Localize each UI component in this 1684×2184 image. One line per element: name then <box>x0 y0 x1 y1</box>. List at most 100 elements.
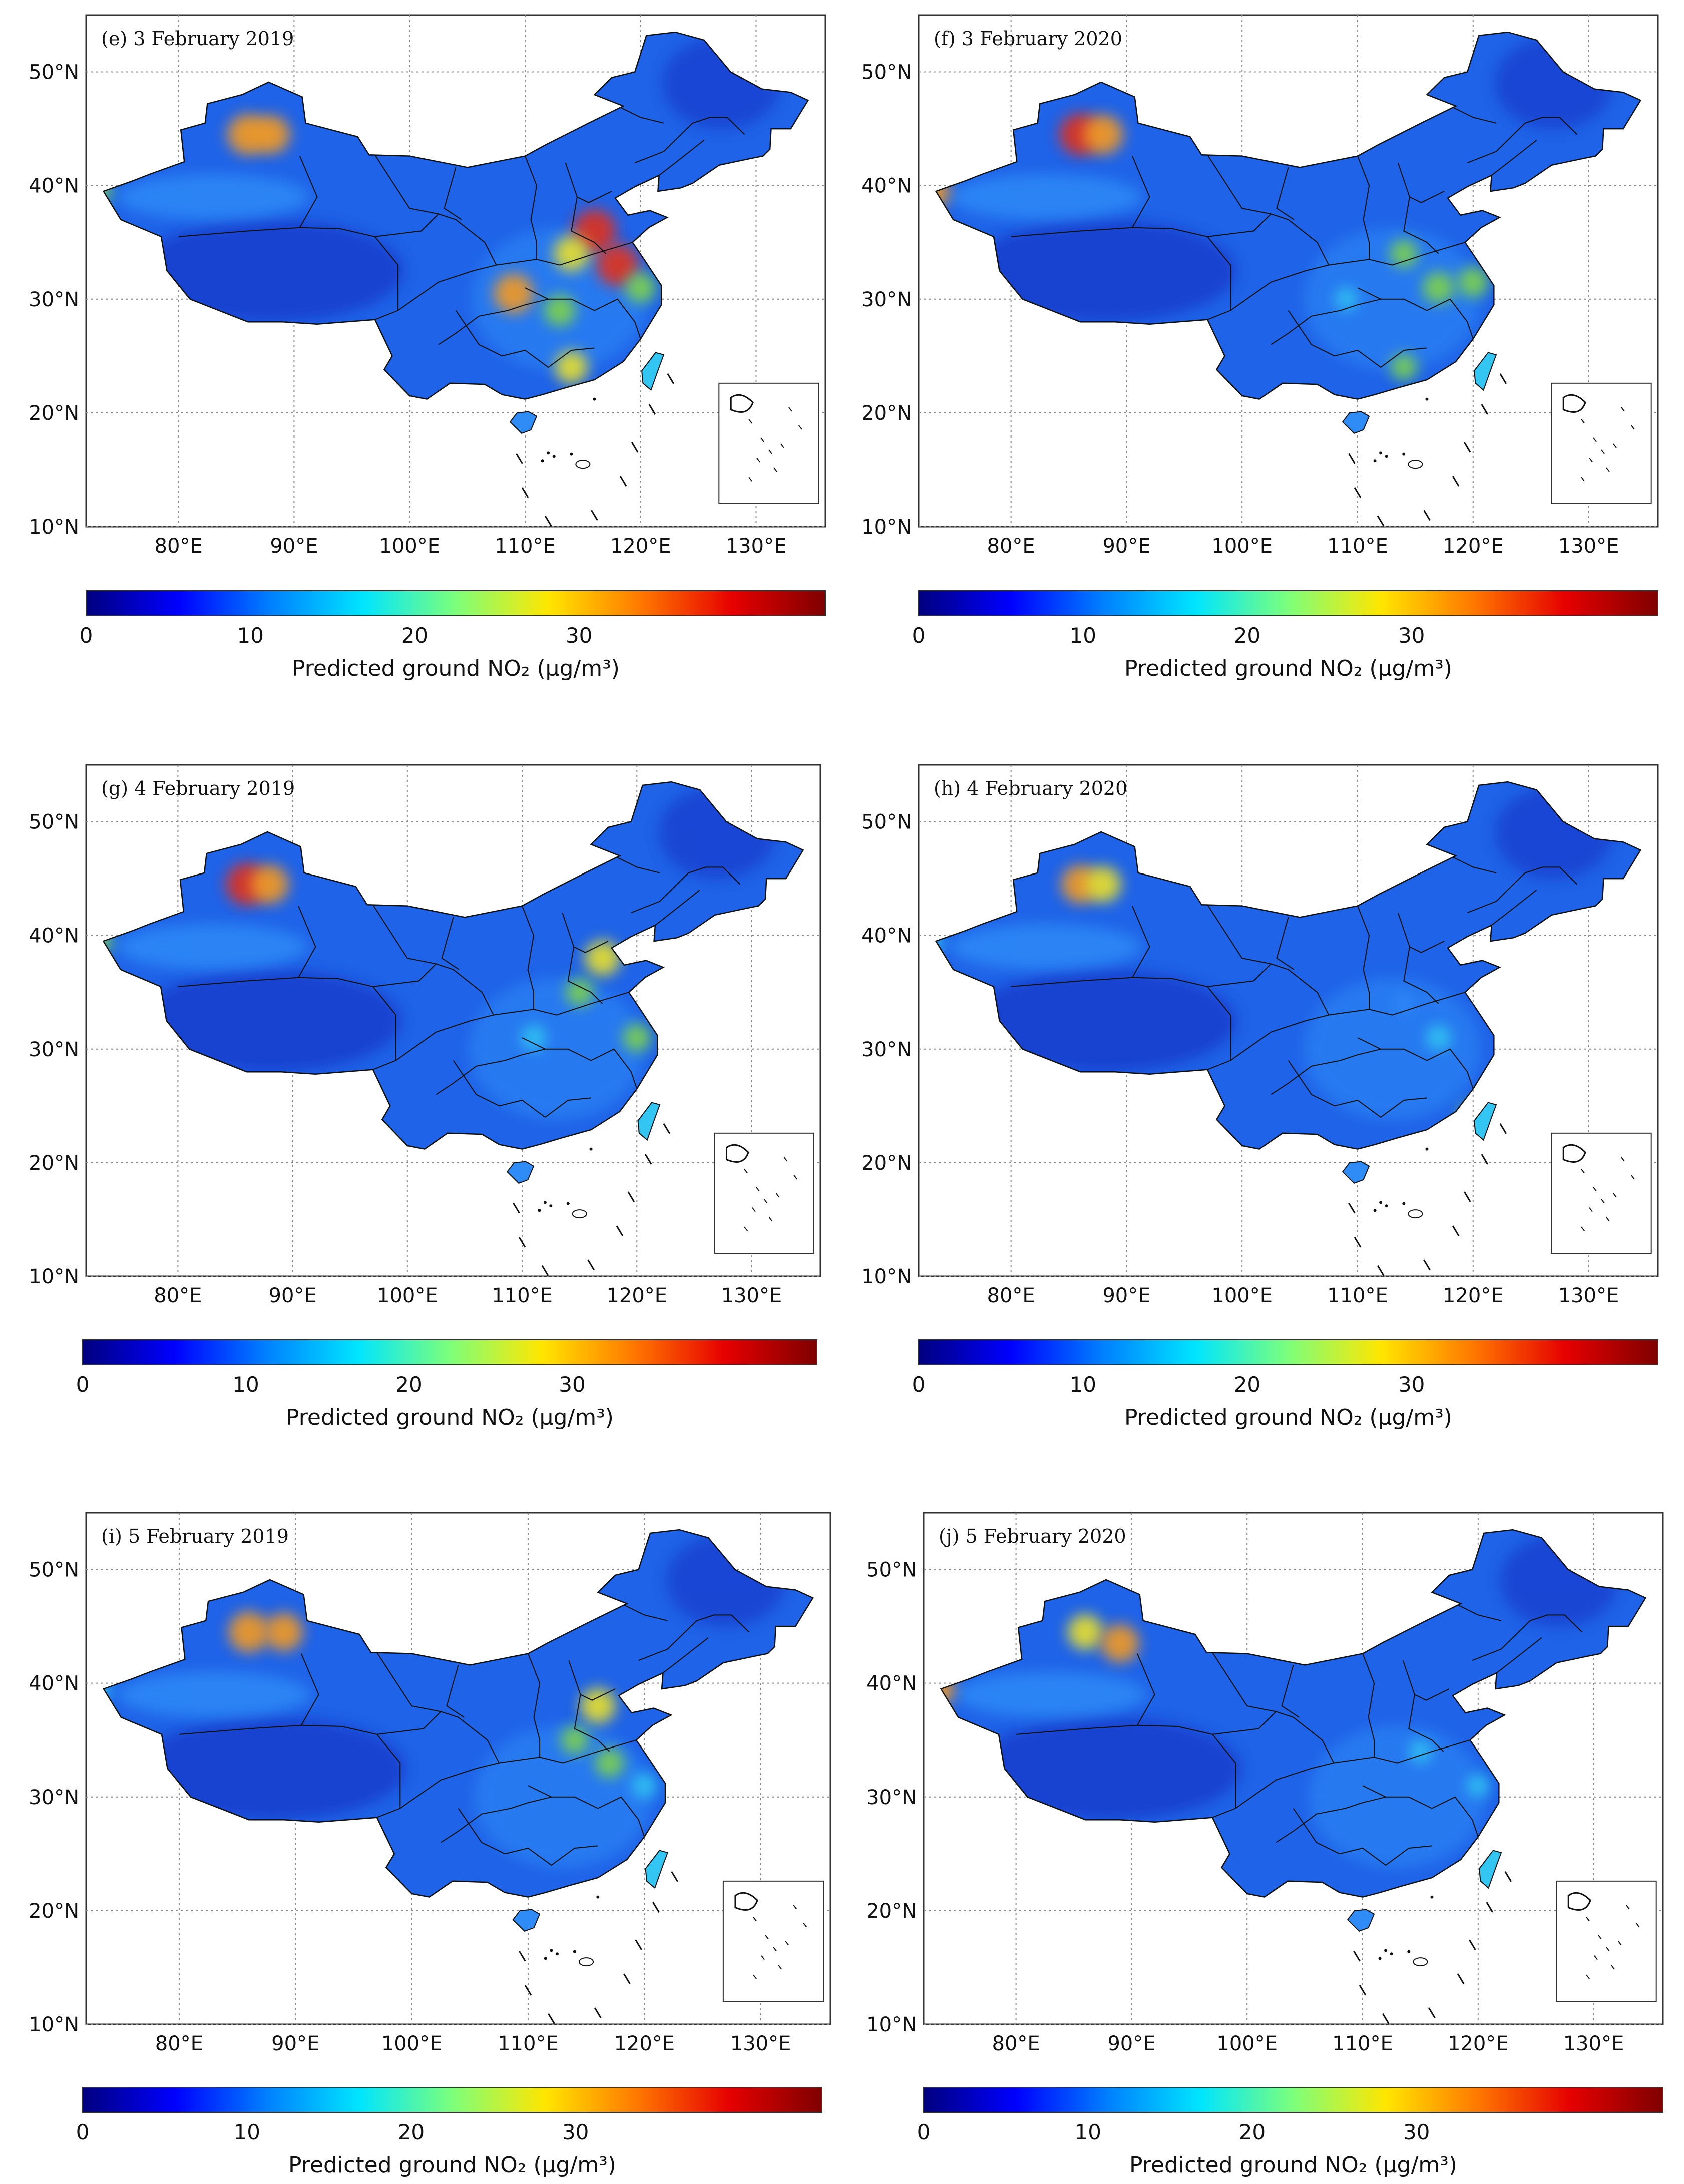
china-outline <box>935 781 1642 1150</box>
colorbar-tick-label: 20 <box>1239 2120 1266 2144</box>
inset-dash <box>748 419 752 424</box>
x-tick-label: 130°E <box>730 2032 791 2055</box>
y-tick-label: 40°N <box>29 1672 79 1695</box>
island-ring <box>1413 1957 1428 1967</box>
x-tick-label: 110°E <box>498 2032 559 2055</box>
province-border <box>1362 1785 1432 1809</box>
province-border <box>565 162 607 254</box>
province-border <box>1467 866 1578 914</box>
province-border <box>372 992 629 1070</box>
inset-dash <box>1631 1175 1635 1180</box>
china-outline <box>940 1529 1647 1898</box>
province-border <box>577 191 612 203</box>
y-tick-label: 40°N <box>861 925 912 948</box>
inset-dash <box>1581 1226 1585 1231</box>
island-dot <box>1385 455 1388 458</box>
hainan-island <box>506 1161 535 1184</box>
no2-hotspot <box>584 940 620 976</box>
scs-inset <box>722 1880 824 2002</box>
inset-dash <box>1594 1955 1598 1960</box>
no2-hotspot <box>1467 1774 1490 1797</box>
inset-dash <box>1621 1157 1625 1162</box>
province-border <box>300 1653 319 1726</box>
island-dot <box>1402 1202 1406 1205</box>
nine-dash-segment <box>591 510 598 521</box>
province-border <box>573 941 609 953</box>
x-tick-label: 90°E <box>270 535 318 558</box>
province-border <box>1131 156 1150 228</box>
province-border <box>1131 906 1150 978</box>
island-dot <box>570 452 573 456</box>
province-border <box>455 310 595 368</box>
inset-coast <box>726 1144 749 1163</box>
x-tick-label: 90°E <box>1102 1284 1150 1307</box>
nine-dash-segment <box>635 1939 642 1950</box>
inset-dash <box>752 1207 756 1212</box>
island-dot <box>593 397 596 401</box>
province-border <box>1357 287 1427 311</box>
scs-inset <box>1556 1880 1657 2002</box>
province-border <box>1362 1653 1375 1758</box>
no2-hotspot <box>1390 240 1418 268</box>
no2-hotspot <box>521 1025 547 1051</box>
inset-dash <box>785 1941 789 1946</box>
island-ring <box>572 1209 587 1219</box>
map-panel-3: 80°E 90°E 100°E 110°E 120°E 130°E 50°N 40°N 30°N… <box>29 764 821 1430</box>
no2-hotspot <box>1390 354 1417 381</box>
inset-coast <box>730 394 754 413</box>
colorbar-tick-label: 10 <box>237 623 263 648</box>
no2-hotspot <box>1422 272 1455 304</box>
island-dot <box>596 1895 600 1899</box>
island-ring <box>1408 1209 1423 1219</box>
province-border <box>438 298 549 345</box>
scs-inset <box>714 1132 814 1254</box>
inset-dash <box>1611 1965 1615 1970</box>
plateau-shade <box>975 1717 1242 1820</box>
inset-dash <box>756 458 760 463</box>
no2-hotspot <box>625 272 656 303</box>
nine-dash-segment <box>1463 1191 1471 1202</box>
inset-dash <box>1636 1923 1640 1928</box>
x-tick-label: 130°E <box>1563 2032 1624 2055</box>
inset-dash <box>798 425 802 430</box>
inset-dash <box>768 1217 773 1222</box>
province-border <box>1276 917 1295 970</box>
x-tick-label: 130°E <box>721 1284 782 1307</box>
x-tick-label: 90°E <box>1102 535 1150 558</box>
x-tick-label: 80°E <box>992 2032 1040 2055</box>
province-border <box>617 105 664 124</box>
island-ring <box>575 460 591 469</box>
no2-hotspot <box>561 1726 589 1754</box>
province-border <box>1271 1048 1381 1095</box>
panel-title: (f) 3 February 2020 <box>934 28 1122 50</box>
colorbar-tick-label: 10 <box>233 2120 260 2144</box>
inset-dash <box>773 467 777 472</box>
island-dot <box>555 1952 559 1956</box>
x-tick-label: 110°E <box>492 1284 553 1307</box>
nine-dash-segment <box>516 453 523 464</box>
province-border <box>1288 310 1427 368</box>
nine-dash-segment <box>524 1985 532 1996</box>
colorbar <box>86 590 826 616</box>
land-texture <box>936 787 1613 1131</box>
inset-coast <box>734 1892 758 1911</box>
china-outline <box>935 31 1642 400</box>
no2-hotspot <box>1426 1025 1451 1051</box>
inset-dash <box>783 1157 788 1162</box>
colorbar-tick-label: 30 <box>1398 1372 1425 1397</box>
x-tick-label: 120°E <box>614 2032 675 2055</box>
no2-hotspot <box>1101 1624 1139 1663</box>
y-tick-label: 30°N <box>29 1786 79 1809</box>
inset-dash <box>803 1923 807 1928</box>
colorbar-label: Predicted ground NO₂ (μg/m³) <box>1124 656 1452 681</box>
province-border <box>655 890 700 926</box>
nine-dash-segment <box>1463 442 1471 453</box>
taiwan-island <box>1474 1102 1497 1141</box>
inset-dash <box>1631 425 1635 430</box>
x-tick-label: 100°E <box>1216 2032 1278 2055</box>
province-border <box>1281 1665 1300 1718</box>
scs-inset <box>718 382 819 505</box>
basin-shade <box>949 924 1142 970</box>
scs-inset <box>1551 1132 1652 1254</box>
panel-title: (j) 5 February 2020 <box>939 1525 1126 1547</box>
